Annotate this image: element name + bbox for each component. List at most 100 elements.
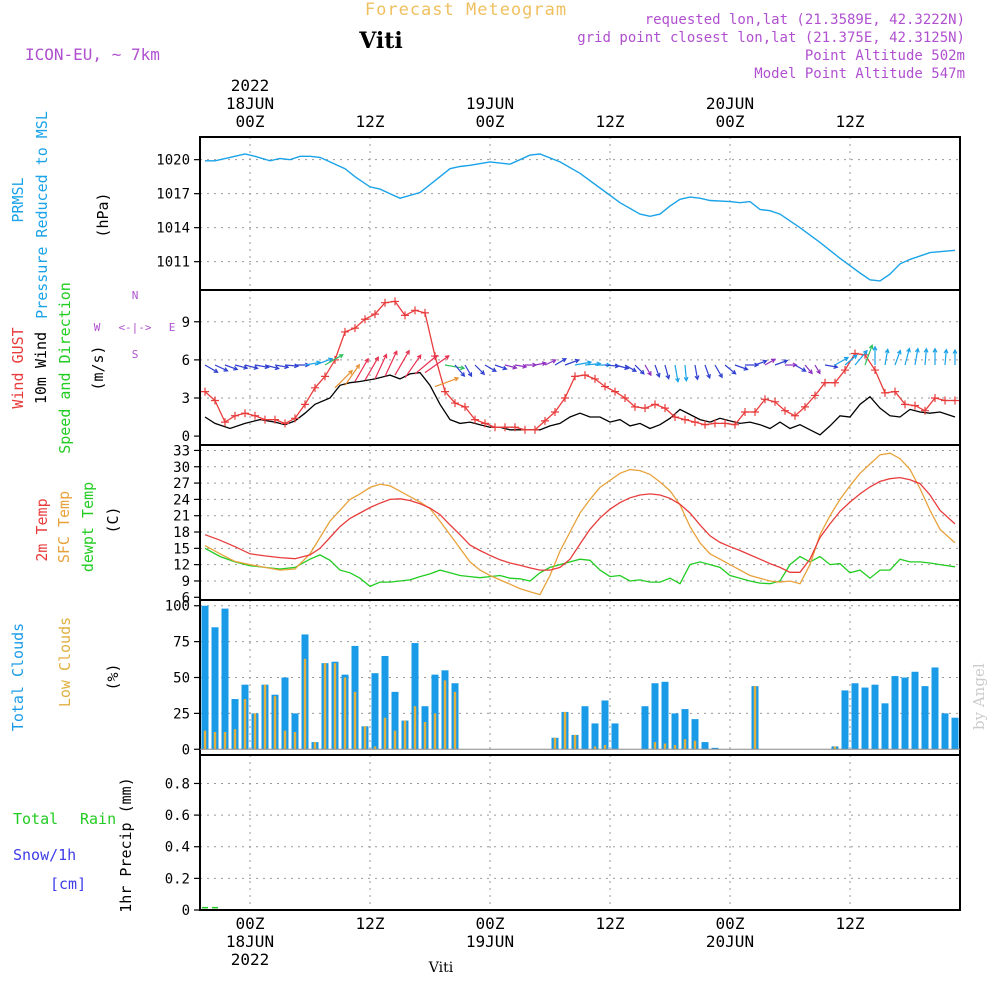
total-cloud-bar [651, 683, 659, 750]
low-cloud-bar [673, 744, 677, 750]
low-cloud-bar [553, 737, 557, 750]
gust-marker [521, 425, 529, 434]
low-cloud-bar [223, 732, 227, 750]
gust-marker [791, 411, 799, 420]
gust-marker [401, 311, 409, 320]
low-cloud-bar [573, 734, 577, 750]
gust-marker [721, 419, 729, 428]
low-cloud-bar [453, 691, 457, 750]
requested-coords: requested lon,lat (21.3589E, 42.3222N) [645, 12, 965, 28]
wind-arrow [894, 349, 902, 366]
gust-marker [231, 411, 239, 420]
total-cloud-bar [681, 709, 689, 750]
temperature-ytick-label: 6 [182, 590, 190, 606]
pressure-ytick-label: 1011 [156, 255, 190, 271]
wind-arrow [932, 347, 938, 365]
total-cloud-bar [881, 703, 889, 750]
low-cloud-bar [243, 699, 247, 750]
wind-arrow [694, 364, 700, 381]
wind-10m-label: 10m Wind [32, 332, 50, 404]
gust-marker [941, 396, 949, 405]
gust-marker [311, 383, 319, 392]
total-cloud-bar [701, 742, 709, 750]
low-cloud-bar [603, 744, 607, 750]
wind-arrow [872, 345, 878, 365]
gust-marker [551, 407, 559, 416]
precip-panel: 0 0.2 0.4 0.6 0.8 [165, 754, 961, 919]
gust-marker [771, 397, 779, 406]
total-cloud-bar [841, 690, 849, 750]
wind-arrow [374, 353, 388, 380]
clouds-ytick-label: 25 [173, 706, 190, 722]
total-cloud-bar [671, 713, 679, 750]
gust-marker [781, 406, 789, 415]
wind-arrow [484, 364, 497, 372]
cloud-bars [201, 605, 959, 750]
low-cloud-bar [303, 658, 307, 750]
wind-arrow [854, 349, 868, 366]
gust-marker [461, 402, 469, 411]
wind-ytick-label: 3 [182, 391, 190, 407]
gust-marker [741, 407, 749, 416]
total-cloud-bar [891, 676, 899, 750]
wind-arrow [444, 364, 466, 371]
wind-gust-line [204, 300, 955, 431]
temperature-ytick-label: 24 [173, 492, 190, 508]
wind-arrow [754, 359, 768, 366]
temperature-ytick-label: 12 [173, 558, 190, 574]
gust-marker [711, 419, 719, 428]
wind-arrow [904, 347, 911, 366]
pressure-msl-label: Pressure Reduced to MSL [33, 111, 51, 319]
gust-marker [351, 324, 359, 333]
total-cloud-bar [381, 655, 389, 750]
gust-marker [371, 310, 379, 319]
total-cloud-bar [641, 706, 649, 750]
gust-marker [611, 387, 619, 396]
wind-arrow [774, 359, 789, 366]
gust-marker [501, 423, 509, 432]
wind-arrow [314, 357, 334, 366]
model-altitude: Model Point Altitude 547m [754, 66, 965, 82]
wind-arrow [654, 364, 661, 378]
low-cloud-bar [563, 711, 567, 750]
wind-arrow [464, 364, 473, 378]
low-cloud-bar [293, 732, 297, 750]
top-time-label: 12Z [356, 112, 385, 131]
gust-marker [821, 378, 829, 387]
wind-arrow [914, 347, 920, 366]
wind-unit-label: (m/s) [89, 345, 107, 390]
bottom-time-label-line: 12Z [596, 914, 625, 933]
gust-marker [481, 419, 489, 428]
total-cloud-bar [431, 674, 439, 750]
wind-gust-markers [201, 297, 959, 434]
low-cloud-bar [353, 691, 357, 750]
gust-marker [531, 425, 539, 434]
bottom-time-label-line: 19JUN [466, 932, 514, 951]
gust-marker [871, 366, 879, 375]
compass-rose-glyph: <-|-> [118, 321, 151, 334]
low-cloud-bar [753, 686, 757, 750]
top-time-label-line: 12Z [356, 112, 385, 131]
gust-marker [301, 400, 309, 409]
temp-2m-line [204, 476, 956, 573]
wind-arrow [814, 364, 821, 375]
low-clouds-label: Low Clouds [56, 617, 74, 707]
total-cloud-bar [951, 717, 959, 750]
rain-label: Rain [80, 810, 116, 828]
gust-marker [271, 415, 279, 424]
top-time-label: 12Z [596, 112, 625, 131]
gust-marker [541, 416, 549, 425]
pressure-line [205, 153, 956, 282]
gust-marker [921, 406, 929, 415]
compass-west: W [94, 321, 101, 334]
wind-arrow [574, 360, 593, 366]
pressure-ytick-label: 1014 [156, 221, 190, 237]
total-cloud-bar [921, 686, 929, 750]
wind-gust-label: Wind GUST [9, 327, 27, 408]
gust-marker [491, 423, 499, 432]
gust-marker [361, 315, 369, 324]
total-cloud-bar [211, 627, 219, 750]
